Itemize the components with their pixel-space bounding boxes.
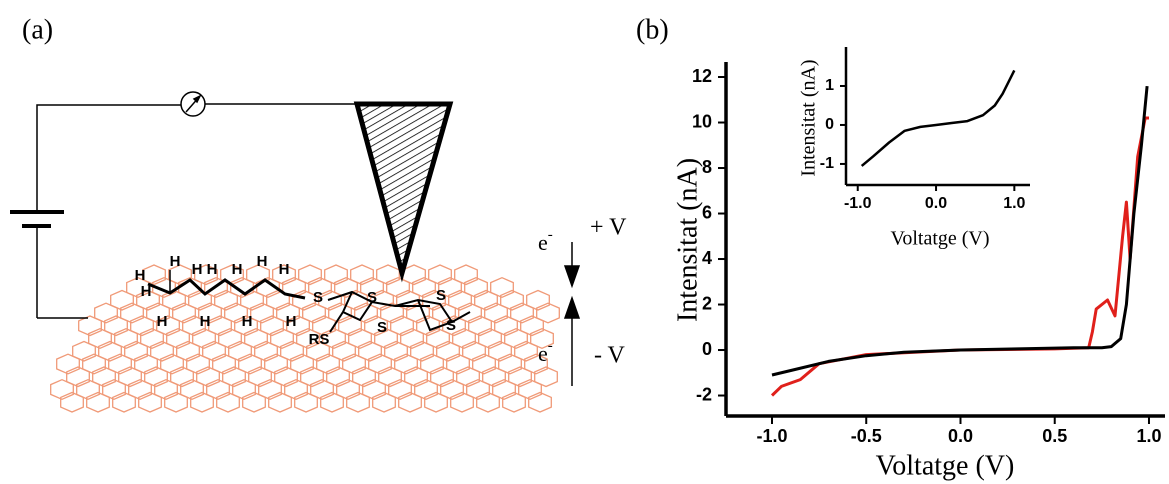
x-tick-label: 1.0 [1136,426,1161,446]
x-tick-label: 1.0 [1003,195,1025,212]
atom-label: H [170,253,181,270]
y-axis-title: Intensitat (nA) [798,59,820,176]
y-tick-label: 0 [825,116,834,133]
atom-label: H [207,261,218,278]
atom-label: H [200,313,211,330]
atom-label: S [436,287,446,304]
x-tick-label: 0.0 [925,195,947,212]
bias-label: + V [590,215,627,241]
arrows [565,242,579,386]
x-tick-label: 0.5 [1042,426,1067,446]
electron-charge: - [548,338,553,354]
y-tick-label: 1 [825,77,834,94]
atom-label: H [286,313,297,330]
electron-charge: - [548,227,553,243]
electron-base: e [538,341,548,366]
atom-label: H [242,313,253,330]
y-tick-label: -1 [820,155,834,172]
y-tick-label: 2 [702,293,712,313]
x-tick-label: -1.0 [844,195,872,212]
graphene-lattice [51,265,560,412]
atom-label: H [279,261,290,278]
atom-label: H [192,261,203,278]
y-tick-label: 8 [702,157,712,177]
atom-label: H [257,253,268,270]
x-axis-title: Voltatge (V) [876,450,1015,481]
atom-label: H [141,283,152,300]
figure: (a) (b) e- e- + V - V HHHHHHHHHHHHSSSSSR… [0,0,1169,484]
panel-label: (b) [636,14,669,45]
y-tick-label: -2 [696,384,712,404]
y-axis-title: Intensitat (nA) [672,158,703,322]
y-tick-label: 10 [692,111,712,131]
bias-label: - V [594,343,626,369]
atom-label: H [157,313,168,330]
stm-tip [357,104,450,273]
atom-label: S [446,317,456,334]
x-tick-label: 0.0 [948,426,973,446]
electron-label: e- [538,227,553,255]
atom-label: S [313,289,323,306]
atom-label: H [232,261,243,278]
atom-label: S [367,289,377,306]
electron-base: e [538,230,548,255]
y-tick-label: 4 [702,248,712,268]
atom-label: H [135,267,146,284]
atom-label: S [377,319,387,336]
x-tick-label: -1.0 [756,426,787,446]
y-tick-label: 0 [702,339,712,359]
inset-background [746,42,1040,250]
panel-label: (a) [22,14,53,45]
x-tick-label: -0.5 [851,426,882,446]
atom-label: RS [309,331,330,348]
x-axis-title: Voltatge (V) [890,228,989,250]
electron-label: e- [538,338,553,366]
y-tick-label: 12 [692,66,712,86]
y-tick-label: 6 [702,202,712,222]
